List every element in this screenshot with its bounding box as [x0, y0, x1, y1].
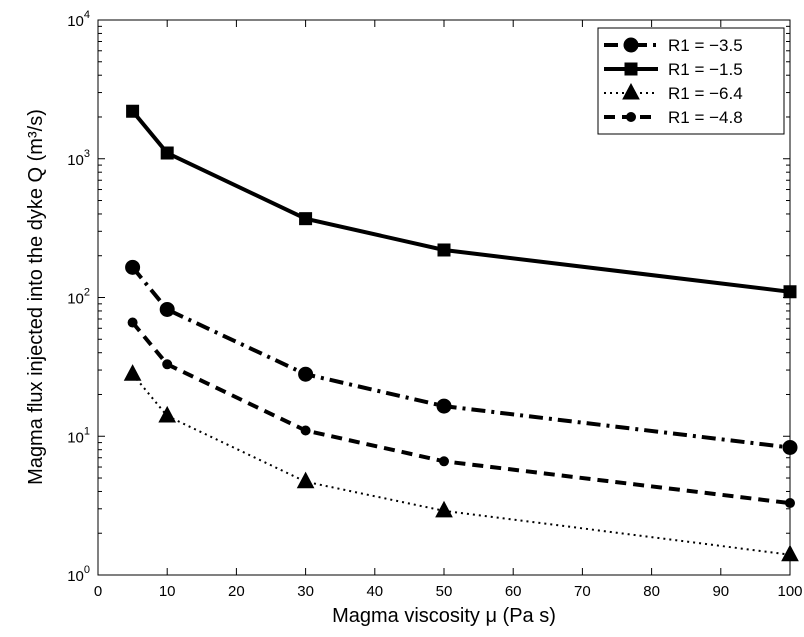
data-point	[159, 301, 175, 317]
legend: R1 = −3.5 R1 = −1.5 R1 = −6.4 R1 = −4.8	[597, 27, 785, 135]
data-point	[781, 544, 799, 562]
data-point	[126, 104, 140, 118]
series-3	[127, 317, 795, 509]
x-tick-label: 30	[297, 583, 314, 600]
data-point	[435, 500, 453, 518]
y-tick-base: 10	[67, 568, 84, 585]
data-point	[300, 425, 311, 436]
x-tick-label: 70	[574, 583, 591, 600]
legend-marker	[623, 37, 639, 53]
data-point	[158, 405, 177, 423]
y-tick-base: 10	[67, 429, 84, 446]
legend-marker	[622, 82, 640, 100]
y-tick-exponent: 1	[84, 425, 90, 437]
legend-label: R1 = −1.5	[668, 60, 743, 79]
x-tick-label: 80	[643, 583, 660, 600]
y-tick-exponent: 2	[84, 287, 90, 299]
series-2	[123, 364, 799, 562]
x-tick-label: 90	[712, 583, 729, 600]
legend-label: R1 = −4.8	[668, 108, 743, 127]
data-point	[437, 243, 451, 257]
data-point	[436, 398, 452, 414]
y-tick-exponent: 4	[84, 9, 90, 21]
x-tick-label: 0	[94, 583, 102, 600]
y-tick-base: 10	[67, 13, 84, 30]
legend-marker	[624, 62, 638, 76]
series-line	[131, 373, 791, 556]
x-tick-label: 40	[366, 583, 383, 600]
series-0	[125, 259, 798, 455]
x-tick-label: 50	[436, 583, 453, 600]
data-point	[127, 317, 138, 328]
y-tick-exponent: 3	[84, 148, 90, 160]
y-tick-label: 102	[67, 287, 90, 308]
x-axis-ticks: 0 10 20 30 40 50 60 70 80 90 100	[94, 20, 803, 600]
x-axis-label: Magma viscosity μ (Pa s)	[332, 605, 556, 627]
data-point	[785, 498, 795, 509]
y-tick-label: 101	[67, 425, 90, 446]
data-point	[160, 146, 174, 160]
y-tick-label: 104	[67, 9, 90, 30]
data-point	[298, 366, 314, 382]
series-layer	[123, 104, 799, 562]
x-tick-label: 100	[777, 583, 802, 600]
data-point	[125, 259, 141, 275]
x-tick-label: 60	[505, 583, 522, 600]
data-point	[123, 364, 142, 381]
legend-label: R1 = −3.5	[668, 36, 743, 55]
y-axis-label: Magma flux injected into the dyke Q (m³/…	[25, 109, 47, 485]
data-point	[783, 285, 797, 299]
y-tick-base: 10	[67, 291, 84, 308]
x-tick-label: 20	[228, 583, 245, 600]
y-tick-exponent: 0	[84, 564, 90, 576]
data-point	[296, 471, 315, 489]
data-point	[439, 456, 449, 467]
x-tick-label: 10	[159, 583, 176, 600]
series-1	[126, 104, 797, 299]
y-tick-base: 10	[67, 152, 84, 169]
data-point	[162, 359, 173, 370]
legend-marker	[626, 112, 636, 122]
y-tick-label: 100	[67, 564, 90, 585]
data-point	[299, 212, 313, 226]
y-tick-label: 103	[67, 148, 90, 169]
legend-label: R1 = −6.4	[668, 84, 743, 103]
data-point	[782, 439, 798, 455]
